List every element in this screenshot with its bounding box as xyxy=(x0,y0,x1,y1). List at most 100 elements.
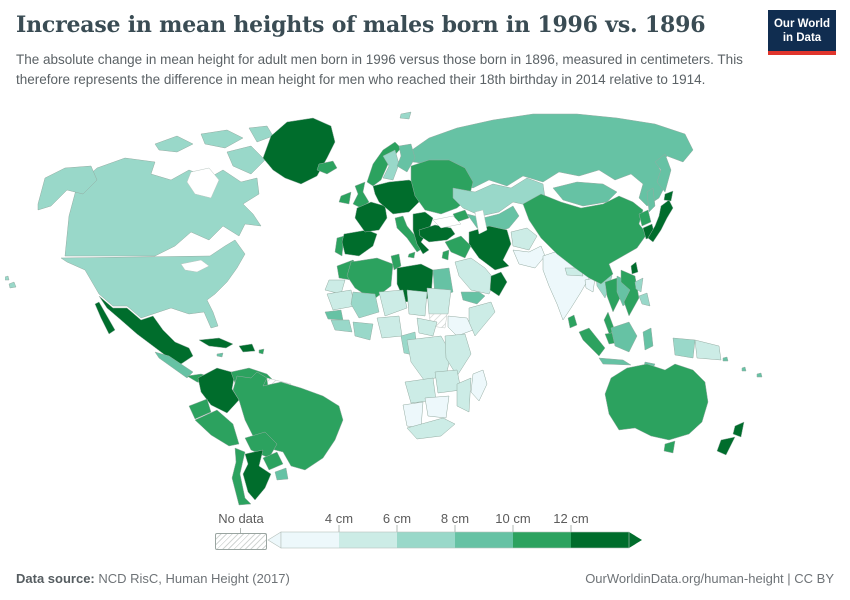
region-ivory-coast-ghana[interactable] xyxy=(352,321,374,341)
region-hawaii[interactable] xyxy=(5,275,10,281)
region-somalia[interactable] xyxy=(468,301,496,337)
region-sri-lanka[interactable] xyxy=(567,314,578,329)
region-bolivia[interactable] xyxy=(244,431,278,459)
region-sumatra[interactable] xyxy=(578,327,606,357)
owid-license-link[interactable]: OurWorldinData.org/human-height | CC BY xyxy=(585,571,834,586)
region-afghanistan[interactable] xyxy=(510,227,538,251)
region-taiwan[interactable] xyxy=(630,261,639,275)
region-russia[interactable] xyxy=(408,113,694,207)
region-ethiopia[interactable] xyxy=(447,315,474,337)
region-iran[interactable] xyxy=(468,225,512,271)
region-mauritania[interactable] xyxy=(326,289,356,311)
region-kamchatka[interactable] xyxy=(654,153,672,193)
region-kenya-tanzania[interactable] xyxy=(444,333,472,377)
region-vanuatu[interactable] xyxy=(741,366,747,372)
legend-tick-12cm: 12 cm xyxy=(553,511,589,526)
region-tunisia[interactable] xyxy=(390,253,402,271)
region-israel-jordan[interactable] xyxy=(441,249,450,261)
region-china[interactable] xyxy=(522,193,648,285)
region-sulawesi[interactable] xyxy=(642,327,654,351)
region-mozambique[interactable] xyxy=(456,377,472,413)
region-cuba[interactable] xyxy=(198,337,234,349)
region-spain[interactable] xyxy=(341,229,378,257)
region-senegal[interactable] xyxy=(324,309,344,321)
region-baja-california[interactable] xyxy=(94,301,116,335)
region-sicily[interactable] xyxy=(407,251,416,259)
region-sakhalin[interactable] xyxy=(646,187,656,213)
region-turkey[interactable] xyxy=(418,224,456,243)
region-australia[interactable] xyxy=(604,363,709,441)
region-ecuador[interactable] xyxy=(188,398,212,420)
region-portugal[interactable] xyxy=(334,235,345,257)
region-madagascar[interactable] xyxy=(470,369,488,402)
region-peru[interactable] xyxy=(194,409,240,447)
legend-seg-4-6[interactable] xyxy=(339,532,397,548)
region-central-europe[interactable] xyxy=(372,179,422,215)
region-japan[interactable] xyxy=(647,199,674,243)
region-greenland[interactable] xyxy=(262,117,336,185)
legend-arrow-left[interactable] xyxy=(267,531,282,549)
region-niger[interactable] xyxy=(378,289,408,317)
region-finland[interactable] xyxy=(396,143,416,173)
region-java[interactable] xyxy=(598,357,632,366)
region-hawaii[interactable] xyxy=(8,281,17,289)
region-fiji[interactable] xyxy=(756,372,763,378)
region-central-african-republic[interactable] xyxy=(416,317,438,337)
region-hokkaido[interactable] xyxy=(663,190,674,202)
region-arctic-islands[interactable] xyxy=(248,125,274,143)
region-vietnam[interactable] xyxy=(620,269,640,317)
region-thailand[interactable] xyxy=(604,277,621,313)
region-arctic-islands[interactable] xyxy=(154,135,194,153)
region-paraguay[interactable] xyxy=(262,451,284,471)
region-brazil[interactable] xyxy=(232,371,344,471)
legend-seg-gt12[interactable] xyxy=(571,532,629,548)
region-west-new-guinea[interactable] xyxy=(672,337,696,359)
legend-seg-lt4[interactable] xyxy=(281,532,339,548)
region-alaska[interactable] xyxy=(37,165,98,211)
region-philippines[interactable] xyxy=(634,277,644,293)
legend-seg-10-12[interactable] xyxy=(513,532,571,548)
legend-seg-6-8[interactable] xyxy=(397,532,455,548)
region-philippines[interactable] xyxy=(638,292,651,307)
region-puerto-rico[interactable] xyxy=(258,348,265,355)
legend-seg-8-10[interactable] xyxy=(455,532,513,548)
legend-no-data-swatch[interactable] xyxy=(215,533,267,550)
region-papua-new-guinea[interactable] xyxy=(694,339,722,361)
region-argentina[interactable] xyxy=(242,449,272,501)
region-mexico[interactable] xyxy=(98,295,194,365)
region-svalbard[interactable] xyxy=(399,111,412,120)
region-north-korea[interactable] xyxy=(638,209,652,227)
region-namibia[interactable] xyxy=(402,401,424,429)
region-new-zealand-north[interactable] xyxy=(732,421,745,438)
region-france[interactable] xyxy=(354,201,388,233)
region-borneo[interactable] xyxy=(610,321,638,353)
region-nigeria[interactable] xyxy=(376,315,403,339)
region-chad[interactable] xyxy=(406,289,428,317)
region-solomon-islands[interactable] xyxy=(722,356,729,362)
region-baffin-island[interactable] xyxy=(226,145,266,175)
region-mali[interactable] xyxy=(350,291,380,319)
region-chile[interactable] xyxy=(231,447,252,506)
data-source-label: Data source: xyxy=(16,571,95,586)
region-central-america[interactable] xyxy=(154,351,194,379)
region-uruguay[interactable] xyxy=(274,467,289,481)
region-sweden[interactable] xyxy=(382,149,400,181)
region-iceland[interactable] xyxy=(316,160,338,175)
region-tasmania[interactable] xyxy=(663,440,676,454)
legend-arrow-right[interactable] xyxy=(629,532,642,548)
region-guinea[interactable] xyxy=(330,319,353,333)
region-jamaica[interactable] xyxy=(216,352,224,358)
region-oman[interactable] xyxy=(489,271,508,297)
region-sudan[interactable] xyxy=(426,287,452,315)
region-hispaniola[interactable] xyxy=(238,343,256,353)
region-south-africa[interactable] xyxy=(406,417,456,440)
region-new-zealand-south[interactable] xyxy=(716,436,736,456)
region-yemen[interactable] xyxy=(460,291,486,305)
owid-logo[interactable]: Our World in Data xyxy=(768,10,836,55)
region-mongolia[interactable] xyxy=(552,181,618,207)
region-iraq-syria[interactable] xyxy=(444,235,472,259)
region-arctic-islands[interactable] xyxy=(200,129,244,149)
region-zimbabwe-botswana[interactable] xyxy=(424,395,450,419)
region-ireland[interactable] xyxy=(338,191,352,205)
region-canada[interactable] xyxy=(64,157,262,257)
